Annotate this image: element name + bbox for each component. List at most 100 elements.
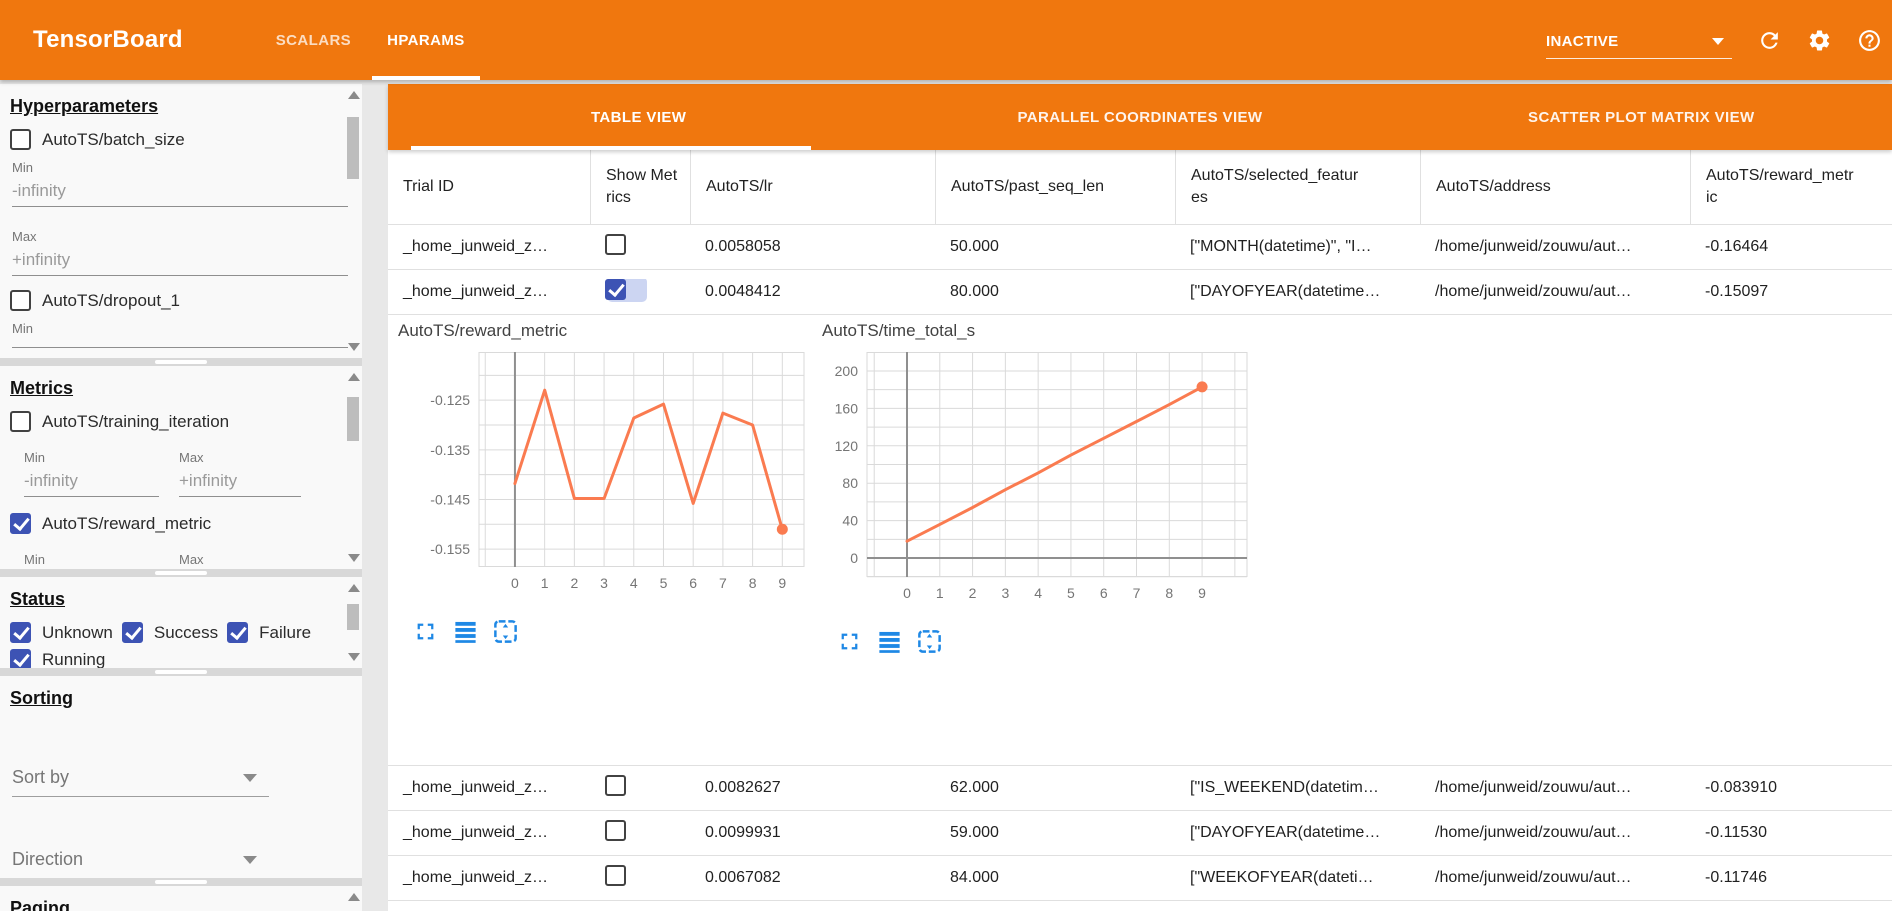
min-field[interactable]: Min	[24, 552, 159, 569]
show-metrics-checkbox[interactable]	[605, 865, 626, 886]
status-option-unknown[interactable]: Unknown	[10, 622, 113, 643]
max-field[interactable]: Max +infinity	[12, 229, 348, 276]
scrollbar-thumb[interactable]	[347, 604, 359, 630]
tab-scatter-plot-matrix-view[interactable]: SCATTER PLOT MATRIX VIEW	[1528, 108, 1755, 126]
reload-status-select[interactable]: INACTIVE	[1546, 25, 1732, 59]
section-scrollbar[interactable]	[346, 582, 361, 663]
cell-selected-features: ["IS_WEEKEND(datetim…	[1190, 779, 1379, 796]
scroll-down-icon[interactable]	[348, 343, 360, 351]
cell-lr: 0.0099931	[705, 824, 781, 841]
column-header-past-seq-len[interactable]: AutoTS/past_seq_len	[935, 150, 1175, 224]
status-checkbox[interactable]	[10, 622, 31, 643]
hparam-checkbox[interactable]	[10, 290, 31, 311]
scrollbar-thumb[interactable]	[347, 397, 359, 441]
hparam-checkbox[interactable]	[10, 129, 31, 150]
show-metrics-checkbox[interactable]	[605, 775, 626, 796]
cell-trial-id: _home_junweid_z…	[403, 869, 548, 886]
show-metrics-checkbox[interactable]	[605, 279, 626, 300]
top-nav: SCALARS HPARAMS	[261, 0, 486, 80]
status-option-running[interactable]: Running	[10, 649, 105, 668]
column-header-reward-metric[interactable]: AutoTS/reward_metric	[1690, 150, 1892, 224]
metric-reward-metric[interactable]: AutoTS/reward_metric	[10, 513, 362, 534]
section-scrollbar[interactable]	[346, 89, 361, 353]
scroll-up-icon[interactable]	[348, 91, 360, 99]
metric-training-iteration[interactable]: AutoTS/training_iteration	[10, 411, 362, 432]
scroll-down-icon[interactable]	[348, 554, 360, 562]
sort-by-select[interactable]: Sort by	[12, 767, 269, 797]
help-button[interactable]	[1856, 27, 1882, 53]
scroll-down-icon[interactable]	[348, 653, 360, 661]
column-header-selected-features[interactable]: AutoTS/selected_features	[1175, 150, 1420, 224]
status-pane: Status Unknown Success Failure Running	[0, 577, 362, 668]
column-header-trial-id[interactable]: Trial ID	[403, 178, 454, 195]
reload-status-value: INACTIVE	[1546, 33, 1619, 50]
show-metrics-checkbox[interactable]	[605, 820, 626, 841]
status-checkbox[interactable]	[227, 622, 249, 643]
tab-table-view[interactable]: TABLE VIEW	[388, 84, 889, 150]
gear-icon	[1809, 30, 1829, 50]
session-metrics-panel: AutoTS/reward_metric -0.125 -0.135 -0.145-…	[388, 315, 1892, 766]
column-header-lr[interactable]: AutoTS/lr	[690, 150, 935, 224]
min-field[interactable]: Min -infinity	[12, 160, 348, 207]
list-icon[interactable]	[876, 628, 903, 655]
pane-resize-handle[interactable]	[0, 668, 362, 676]
sorting-pane: Sorting Sort by Direction	[0, 676, 362, 878]
max-input[interactable]: +infinity	[179, 471, 301, 497]
metrics-heading: Metrics	[10, 378, 74, 398]
svg-text:7: 7	[719, 575, 727, 591]
svg-text:120: 120	[835, 438, 859, 454]
status-label: Running	[42, 649, 106, 669]
min-field[interactable]: Min -infinity	[24, 450, 159, 497]
hparam-batch-size[interactable]: AutoTS/batch_size	[10, 129, 362, 150]
pane-resize-handle[interactable]	[0, 358, 362, 366]
max-field[interactable]: Max	[179, 552, 301, 569]
direction-select[interactable]: Direction	[12, 849, 269, 878]
tab-scalars[interactable]: SCALARS	[275, 31, 352, 49]
min-label: Min	[24, 450, 45, 465]
metric-checkbox[interactable]	[10, 411, 31, 432]
status-checkbox[interactable]	[10, 649, 31, 668]
pan-icon[interactable]	[492, 618, 519, 645]
max-field[interactable]: Max +infinity	[179, 450, 301, 497]
chart-title: AutoTS/time_total_s	[822, 321, 976, 340]
tab-parallel-coordinates-view[interactable]: PARALLEL COORDINATES VIEW	[1017, 108, 1263, 126]
reward-metric-plot[interactable]: -0.125 -0.135 -0.145 -0.155 0 1 2 3 4 5 6 7 8 9	[398, 352, 812, 597]
settings-button[interactable]	[1806, 27, 1832, 53]
list-icon[interactable]	[452, 618, 479, 645]
chart-title: AutoTS/reward_metric	[398, 321, 568, 340]
section-scrollbar[interactable]	[346, 891, 361, 906]
section-scrollbar[interactable]	[346, 371, 361, 564]
cell-past-seq-len: 62.000	[950, 779, 999, 796]
pane-resize-handle[interactable]	[0, 878, 362, 886]
metric-checkbox[interactable]	[10, 513, 31, 534]
cell-past-seq-len: 50.000	[950, 238, 999, 255]
pan-icon[interactable]	[916, 628, 943, 655]
scroll-up-icon[interactable]	[348, 584, 360, 592]
status-option-success[interactable]: Success	[121, 622, 218, 643]
tab-hparams[interactable]: HPARAMS	[372, 0, 480, 80]
scroll-up-icon[interactable]	[348, 893, 360, 901]
column-header-show-metrics[interactable]: Show Metrics	[590, 150, 690, 224]
cell-lr: 0.0048412	[705, 283, 781, 300]
pane-resize-handle[interactable]	[0, 569, 362, 577]
time-total-plot[interactable]: 0 40 80 120 160 200 0 1 2 3 4 5 6 7 8 9	[822, 351, 1255, 607]
scroll-up-icon[interactable]	[348, 373, 360, 381]
min-label: Min	[12, 160, 33, 175]
refresh-button[interactable]	[1756, 27, 1782, 53]
min-input[interactable]	[12, 342, 348, 348]
min-input[interactable]: -infinity	[12, 181, 348, 207]
scrollbar-thumb[interactable]	[347, 117, 359, 179]
status-checkbox[interactable]	[121, 622, 143, 643]
column-header-address[interactable]: AutoTS/address	[1420, 150, 1690, 224]
hparam-dropout-1[interactable]: AutoTS/dropout_1	[10, 290, 362, 311]
show-metrics-checkbox[interactable]	[605, 234, 626, 255]
min-field[interactable]: Min	[12, 321, 348, 348]
min-input[interactable]: -infinity	[24, 471, 159, 497]
expand-icon[interactable]	[412, 618, 439, 645]
expand-icon[interactable]	[836, 628, 863, 655]
status-option-failure[interactable]: Failure	[227, 622, 311, 643]
svg-text:1: 1	[541, 575, 549, 591]
max-input[interactable]: +infinity	[12, 250, 348, 276]
max-label: Max	[179, 450, 204, 465]
